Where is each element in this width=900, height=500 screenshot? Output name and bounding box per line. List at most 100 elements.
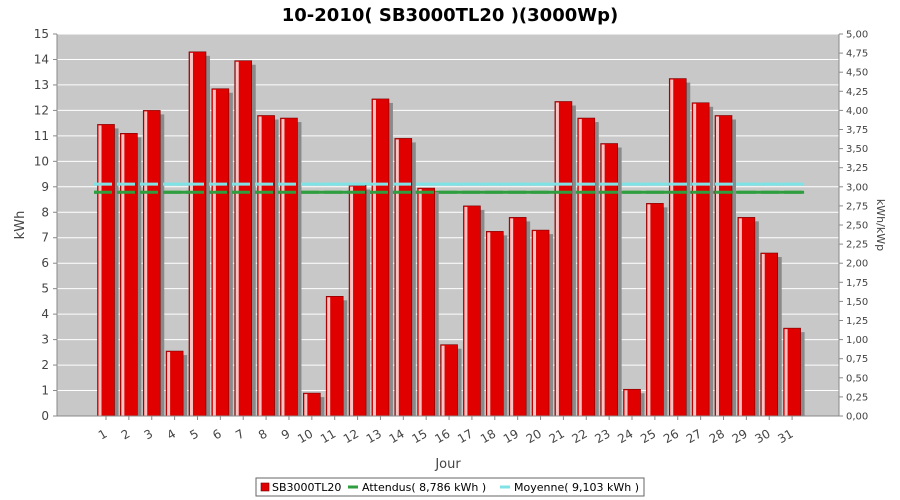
x-tick-label: 22 — [570, 426, 590, 446]
bar-highlight — [144, 111, 148, 417]
y2-tick-label: 0,75 — [846, 354, 868, 365]
x-tick-label: 15 — [409, 426, 429, 446]
chart-title: 10-2010( SB3000TL20 )(3000Wp) — [282, 5, 618, 26]
bar-highlight — [212, 89, 216, 417]
x-tick-label: 17 — [455, 426, 475, 446]
x-axis: 1 2 3 4 5 6 7 8 9 10 11 12 13 14 15 16 17 18 19 20 21 22 23 24 2… — [57, 415, 839, 446]
x-tick-label: 14 — [387, 426, 407, 446]
y2-tick-label: 4,25 — [846, 87, 868, 98]
x-tick-label: 13 — [364, 426, 384, 446]
y2-tick-label: 0,50 — [846, 373, 868, 384]
bar-highlight — [350, 186, 354, 416]
y2-tick-label: 0,25 — [846, 392, 868, 403]
x-tick-label: 23 — [592, 426, 612, 446]
x-tick-label: 9 — [279, 426, 293, 442]
bar-highlight — [510, 218, 514, 416]
legend-label: SB3000TL20 — [272, 481, 341, 494]
legend-label: Attendus( 8,786 kWh ) — [362, 481, 486, 494]
y-tick-label: 4 — [41, 307, 49, 321]
y-tick-label: 2 — [41, 358, 49, 372]
x-tick-label: 26 — [661, 426, 681, 446]
bar-highlight — [327, 297, 331, 416]
y2-tick-label: 4,50 — [846, 68, 868, 79]
bar-highlight — [304, 394, 308, 416]
y2-tick-label: 1,75 — [846, 278, 868, 289]
legend-label: Moyenne( 9,103 kWh ) — [514, 481, 639, 494]
y-axis-label: kWh — [13, 211, 28, 240]
x-axis-label: Jour — [434, 457, 461, 472]
y2-tick-label: 2,50 — [846, 221, 868, 232]
x-tick-label: 21 — [547, 426, 567, 446]
y2-tick-label: 3,00 — [846, 182, 868, 193]
bar-highlight — [121, 134, 125, 416]
y2-tick-label: 3,25 — [846, 163, 868, 174]
y2-tick-label: 3,75 — [846, 125, 868, 136]
bar-highlight — [418, 189, 422, 416]
x-tick-label: 7 — [233, 426, 247, 442]
y-tick-label: 9 — [41, 180, 49, 194]
x-tick-label: 20 — [524, 426, 544, 446]
bar-highlight — [441, 345, 445, 416]
y-tick-label: 14 — [34, 52, 49, 66]
x-tick-label: 24 — [615, 426, 635, 446]
bar-highlight — [235, 61, 239, 417]
y-tick-label: 12 — [34, 103, 49, 117]
bar-highlight — [281, 119, 285, 416]
bar-highlight — [784, 329, 788, 416]
y2-tick-label: 3,50 — [846, 144, 868, 155]
bar-highlight — [372, 99, 376, 416]
x-tick-label: 19 — [501, 426, 521, 446]
y2-tick-label: 0,00 — [846, 412, 868, 423]
x-tick-label: 10 — [295, 426, 315, 446]
x-tick-label: 27 — [684, 426, 704, 446]
y-tick-label: 10 — [34, 154, 49, 168]
bar-highlight — [487, 232, 491, 416]
y2-tick-label: 2,25 — [846, 240, 868, 251]
y-tick-label: 1 — [41, 384, 49, 398]
x-tick-label: 31 — [775, 426, 795, 446]
y-tick-label: 3 — [41, 333, 49, 347]
bar-highlight — [715, 116, 719, 416]
x-tick-label: 4 — [164, 426, 178, 442]
y2-axis-label: kWh/kWp — [874, 199, 887, 251]
bar-highlight — [258, 116, 262, 416]
x-tick-label: 16 — [432, 426, 452, 446]
y-tick-label: 0 — [41, 409, 49, 423]
x-tick-label: 29 — [730, 426, 750, 446]
y2-tick-label: 1,50 — [846, 297, 868, 308]
bar-highlight — [578, 119, 582, 416]
y-tick-label: 15 — [34, 27, 49, 41]
legend-box — [255, 477, 645, 497]
x-tick-label: 1 — [96, 426, 110, 442]
x-tick-label: 18 — [478, 426, 498, 446]
y2-tick-label: 1,25 — [846, 316, 868, 327]
y2-tick-label: 4,00 — [846, 106, 868, 117]
x-tick-label: 3 — [142, 426, 156, 442]
bar-highlight — [533, 231, 537, 416]
x-tick-label: 28 — [707, 426, 727, 446]
bars — [97, 51, 805, 417]
bar-highlight — [647, 204, 651, 416]
y-tick-label: 6 — [41, 256, 49, 270]
bar-highlight — [555, 102, 559, 416]
bar-highlight — [738, 218, 742, 416]
x-tick-label: 12 — [341, 426, 361, 446]
x-tick-label: 8 — [256, 426, 270, 442]
x-tick-label: 25 — [638, 426, 658, 446]
x-tick-label: 2 — [119, 426, 133, 442]
y2-tick-label: 2,00 — [846, 259, 868, 270]
y-tick-label: 8 — [41, 205, 49, 219]
y-tick-label: 13 — [34, 78, 49, 92]
y2-tick-label: 4,75 — [846, 49, 868, 60]
x-tick-label: 11 — [318, 426, 338, 446]
y-axis-right: 0,00 0,25 0,50 0,75 1,00 1,25 1,50 1,75 2,00 2,25… — [838, 30, 868, 423]
y2-tick-label: 2,75 — [846, 201, 868, 212]
y-tick-label: 5 — [41, 282, 49, 296]
bar-highlight — [761, 254, 765, 416]
x-tick-label: 30 — [752, 426, 772, 446]
bar-highlight — [189, 52, 193, 417]
x-tick-label: 5 — [187, 426, 201, 442]
